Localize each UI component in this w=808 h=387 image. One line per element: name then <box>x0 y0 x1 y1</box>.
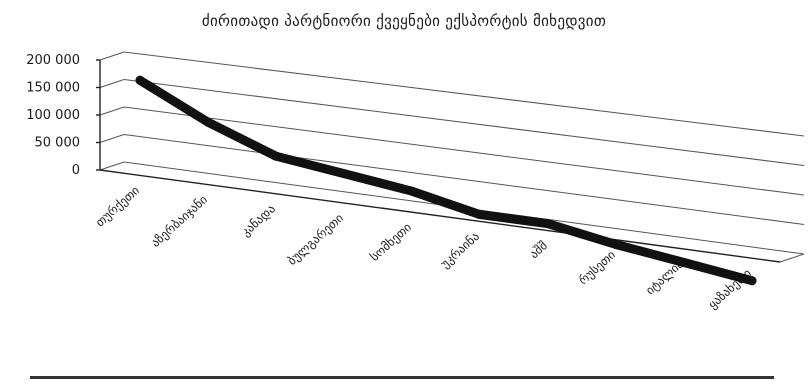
grid-line <box>123 134 805 225</box>
grid-lines <box>99 51 805 255</box>
data-point <box>271 151 281 161</box>
data-point <box>203 117 213 127</box>
grid-depth-line <box>99 106 125 116</box>
x-tick-label: კანადა <box>239 202 278 240</box>
grid-depth-line <box>99 134 125 143</box>
series-layer <box>135 75 757 286</box>
grid-line <box>123 106 805 196</box>
data-point <box>135 75 145 85</box>
floor-edge <box>779 253 805 263</box>
x-tick-label: აზერბაიჯანი <box>148 192 210 249</box>
x-tick-label: ბულგარეთი <box>285 211 346 268</box>
x-tick-label: უკრაინა <box>438 229 482 271</box>
grid-line <box>123 79 805 166</box>
y-tick-label: 50 000 <box>35 136 81 151</box>
y-tick-label: 100 000 <box>26 108 80 123</box>
y-tick-label: 0 <box>72 163 80 178</box>
grid-depth-line <box>99 79 125 88</box>
data-point <box>611 240 621 250</box>
x-tick-label: აშშ <box>527 238 550 261</box>
x-axis-line <box>99 169 781 263</box>
data-point <box>747 276 757 286</box>
x-tick-label: თურქეთი <box>93 183 142 229</box>
data-point <box>475 210 485 220</box>
data-point <box>339 169 349 179</box>
grid-depth-line <box>99 161 125 171</box>
y-tick-label: 200 000 <box>26 53 80 68</box>
series-line <box>135 75 757 286</box>
grid-line <box>123 51 805 137</box>
y-tick-label: 150 000 <box>26 81 80 96</box>
data-point <box>679 258 689 268</box>
chart-title: ძირითადი პარტნიორი ქვეყნები ექსპორტის მი… <box>201 12 607 30</box>
y-axis-ticks: 200 000 150 000 100 000 50 000 0 <box>26 53 100 178</box>
data-point <box>543 219 553 229</box>
data-point <box>407 186 417 196</box>
x-tick-label: სომხეთი <box>367 220 414 264</box>
x-tick-label: რუსეთი <box>576 248 618 288</box>
bottom-rule <box>30 376 774 379</box>
grid-depth-line <box>99 51 125 61</box>
